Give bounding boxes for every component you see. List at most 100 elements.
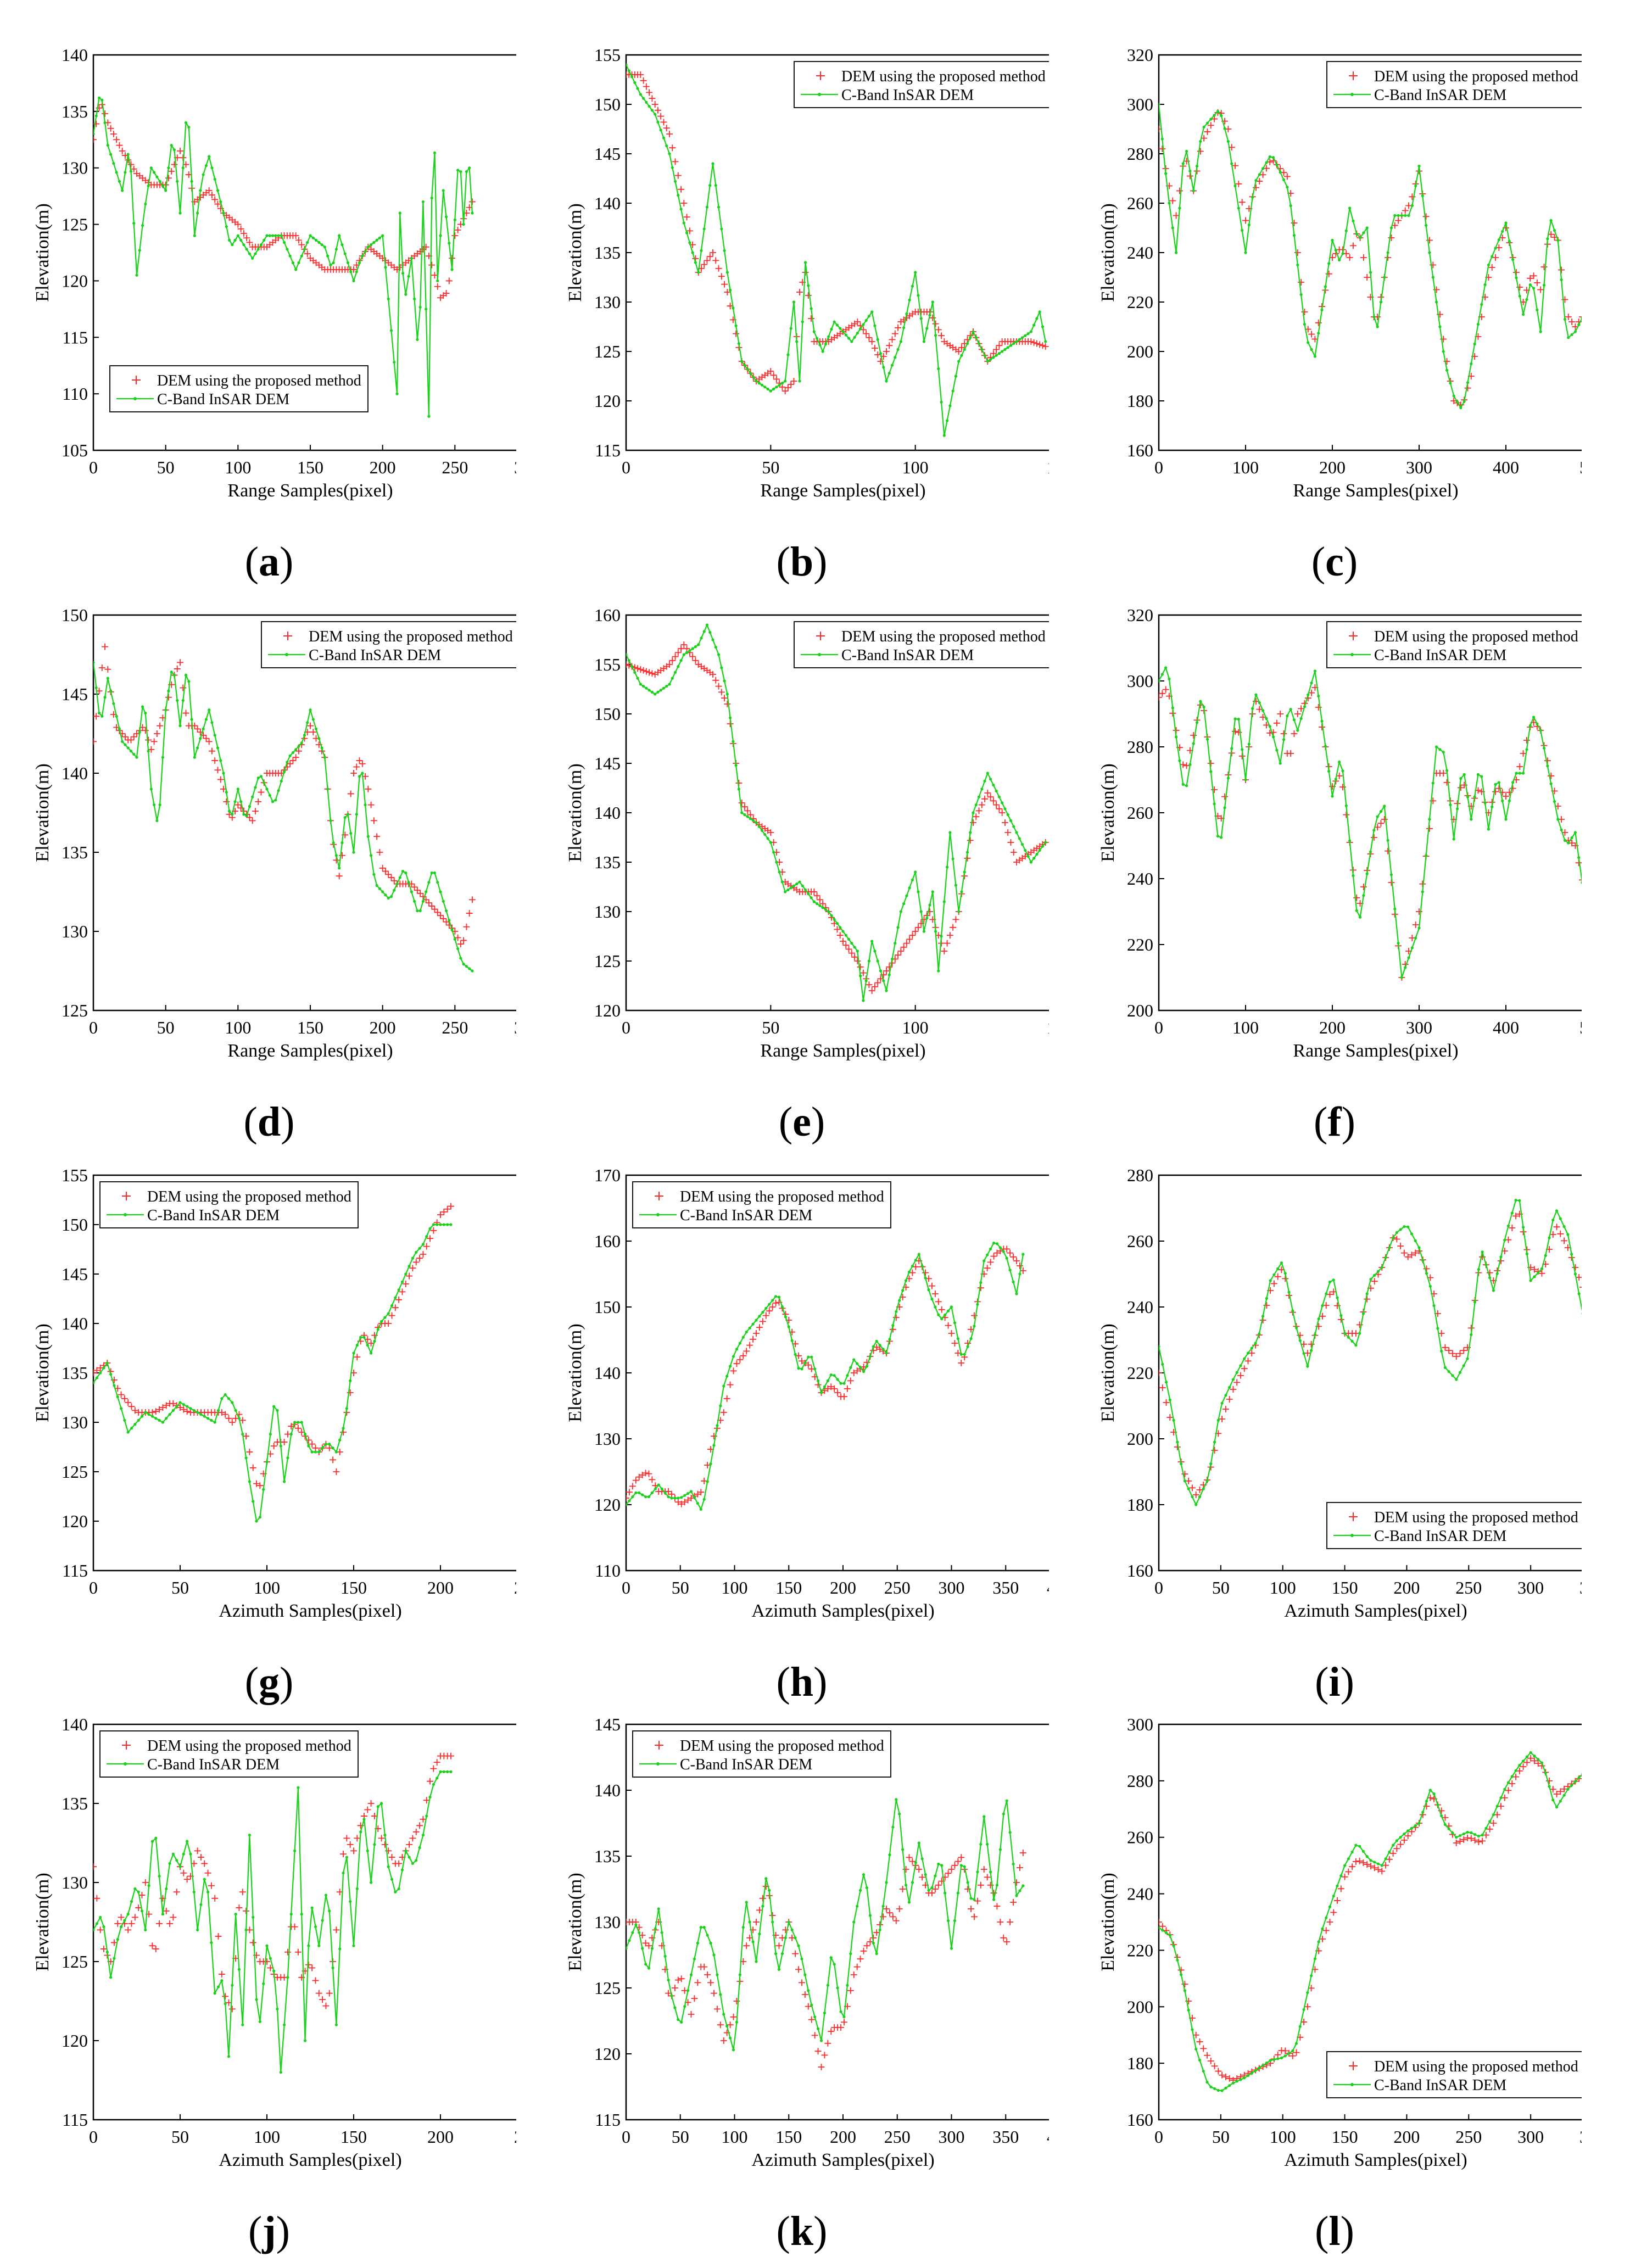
data-point: [1423, 1265, 1430, 1272]
data-point: [1399, 1836, 1402, 1839]
data-point: [969, 1337, 973, 1340]
data-point: [1159, 103, 1160, 106]
data-point: [1397, 214, 1400, 217]
data-point: [654, 1487, 657, 1490]
y-tick-label: 155: [594, 45, 621, 65]
data-point: [1038, 848, 1041, 852]
data-point: [215, 1932, 222, 1940]
data-point: [252, 1915, 255, 1919]
data-point: [784, 1936, 787, 1940]
data-point: [747, 811, 754, 818]
data-point: [161, 1421, 164, 1424]
data-point: [649, 95, 656, 102]
data-point: [673, 180, 677, 183]
data-point: [683, 2005, 686, 2008]
data-point: [1395, 1839, 1398, 1842]
data-point: [320, 746, 323, 750]
data-point: [983, 1815, 986, 1818]
data-point: [158, 1418, 161, 1422]
data-point: [1431, 276, 1434, 279]
data-point: [753, 1330, 760, 1337]
data-point: [1211, 786, 1218, 793]
data-point: [1373, 1861, 1376, 1864]
data-point: [1286, 714, 1289, 718]
data-point: [975, 807, 983, 814]
data-point: [93, 1370, 97, 1376]
data-point: [407, 275, 410, 278]
legend-label-c-band: C-Band InSAR DEM: [680, 1207, 812, 1224]
data-point: [895, 1310, 898, 1313]
data-point: [1362, 231, 1365, 234]
data-point: [925, 917, 929, 920]
y-tick-label: 135: [62, 1794, 88, 1813]
data-point: [1417, 1822, 1421, 1825]
data-point: [1570, 1784, 1573, 1787]
data-point: [416, 1822, 423, 1829]
data-point: [930, 1886, 934, 1890]
x-tick-label: 350: [992, 1578, 1019, 1597]
data-point: [216, 189, 220, 192]
data-point: [1209, 1462, 1213, 1466]
legend-label-proposed: DEM using the proposed method: [841, 68, 1046, 85]
data-point: [1568, 319, 1576, 325]
data-point: [1261, 1315, 1265, 1318]
data-point: [1198, 2058, 1202, 2062]
data-point: [449, 1223, 453, 1226]
data-point: [1414, 1239, 1417, 1242]
data-point: [1531, 1757, 1538, 1764]
data-point: [1012, 825, 1015, 828]
panel-label-f: (f): [1314, 1099, 1355, 1145]
data-point: [811, 889, 818, 895]
data-point: [425, 890, 428, 893]
data-point: [178, 1401, 182, 1404]
data-point: [303, 734, 306, 737]
data-point: [201, 1860, 208, 1867]
data-point: [954, 1858, 962, 1865]
data-point: [254, 786, 257, 789]
y-tick-label: 130: [594, 292, 621, 312]
data-point: [1458, 1371, 1462, 1374]
series-proposed-method-d: [93, 643, 476, 948]
x-tick-label: 100: [1232, 1018, 1259, 1037]
data-point: [373, 1339, 376, 1343]
data-point: [850, 340, 853, 343]
data-point: [694, 645, 697, 649]
data-point: [738, 800, 745, 806]
data-point: [758, 1315, 761, 1318]
data-point: [1579, 316, 1582, 317]
data-point: [1159, 1926, 1160, 1929]
data-point: [928, 903, 931, 907]
data-point: [914, 924, 922, 931]
data-point: [417, 890, 424, 897]
data-point: [95, 1922, 98, 1925]
data-point: [119, 147, 126, 154]
data-point: [1172, 1418, 1175, 1422]
data-point: [93, 1381, 95, 1384]
data-point: [1331, 795, 1334, 798]
data-point: [685, 231, 689, 234]
data-point: [440, 915, 447, 922]
data-point: [691, 647, 694, 650]
data-point: [105, 1361, 109, 1365]
data-point: [1164, 1931, 1168, 1935]
data-point: [773, 376, 780, 383]
data-point: [1350, 1339, 1354, 1343]
data-point: [711, 162, 714, 165]
data-point: [992, 1242, 996, 1245]
data-point: [352, 851, 355, 854]
data-point: [1224, 2086, 1227, 2090]
data-point: [1166, 1414, 1174, 1421]
data-point: [262, 1982, 265, 1985]
data-point: [1470, 1333, 1473, 1336]
data-point: [674, 649, 682, 656]
y-tick-label: 240: [1127, 243, 1153, 262]
data-point: [1438, 1330, 1445, 1337]
data-point: [1317, 1940, 1320, 1943]
panel-label-e: (e): [778, 1099, 825, 1145]
x-tick-label: 250: [884, 1578, 911, 1597]
data-point: [1263, 722, 1270, 729]
data-point: [1365, 1855, 1369, 1858]
data-point: [1442, 350, 1445, 353]
data-point: [315, 1990, 322, 1997]
data-point: [1325, 270, 1332, 277]
